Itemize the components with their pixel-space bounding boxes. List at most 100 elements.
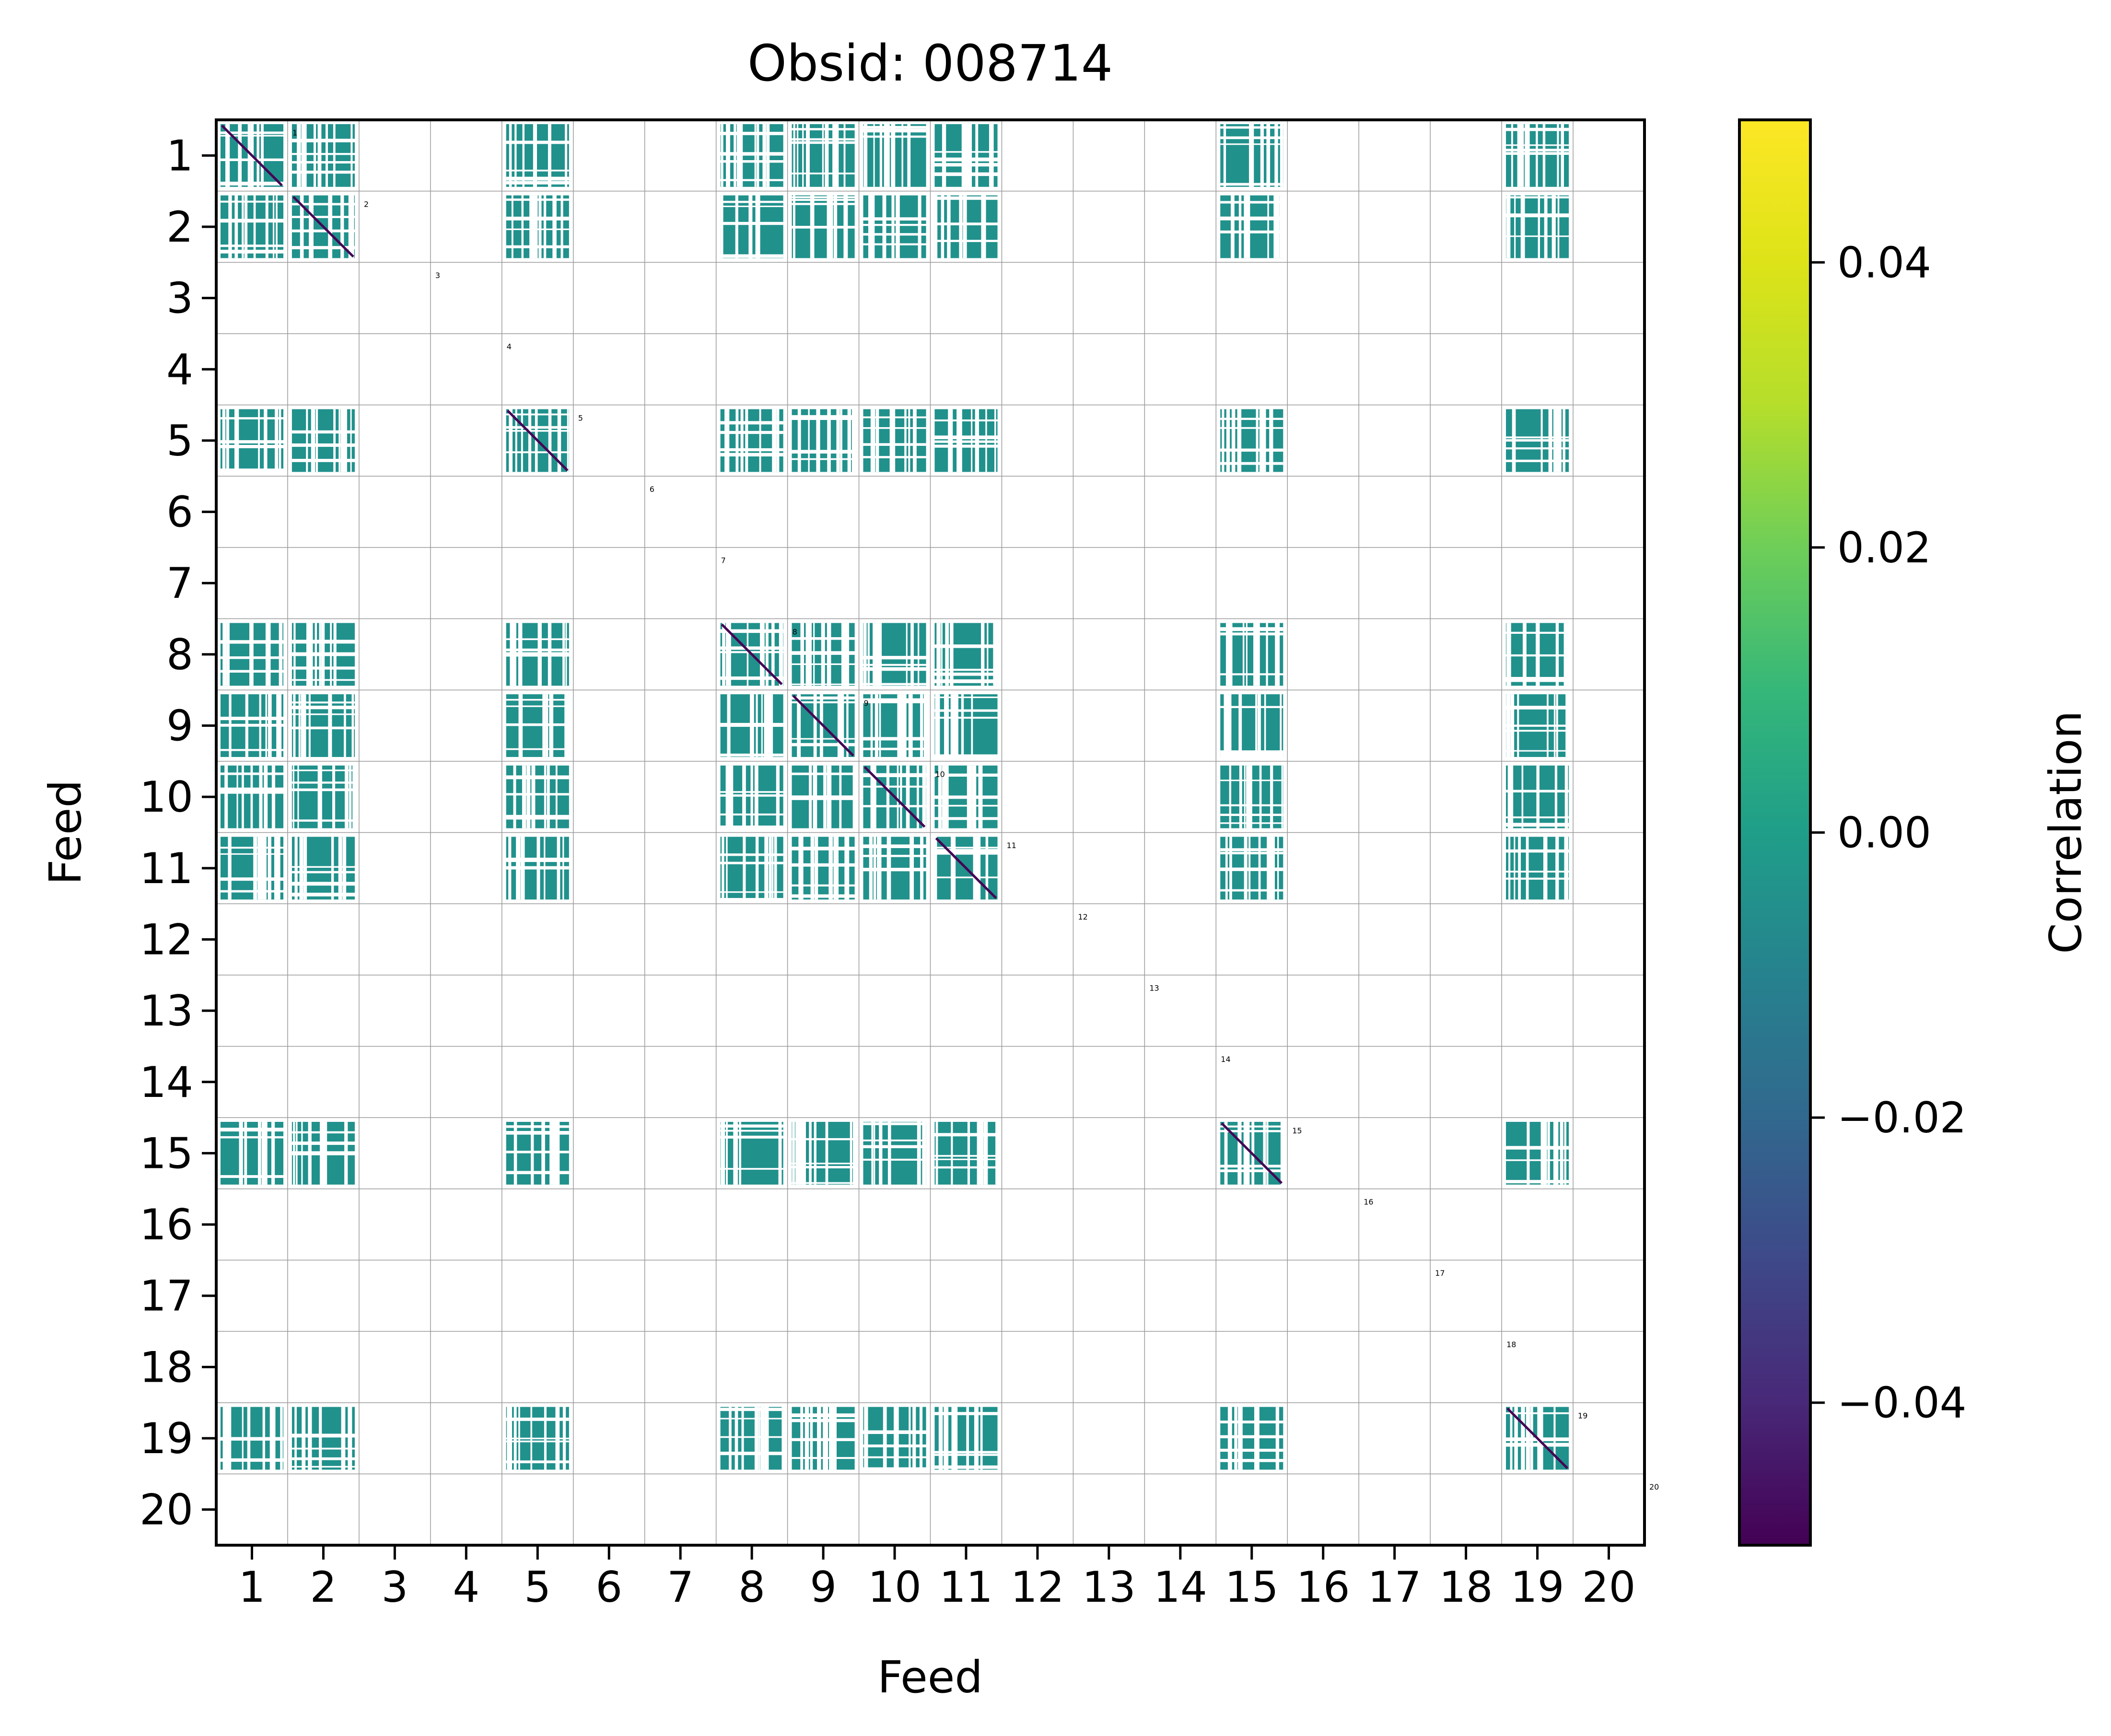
heatmap-cell <box>1506 765 1569 828</box>
masked-strip <box>506 705 569 707</box>
masked-strip <box>934 679 998 683</box>
heatmap-cell <box>506 765 569 828</box>
masked-strip <box>936 623 941 686</box>
masked-strip <box>228 195 232 258</box>
y-tick-label: 7 <box>166 559 193 608</box>
masked-strip <box>907 124 911 187</box>
masked-strip <box>869 195 873 258</box>
masked-strip <box>1247 195 1250 258</box>
masked-strip <box>836 409 840 472</box>
masked-strip <box>967 1122 970 1185</box>
diagonal-feed-tag: 9 <box>864 699 869 708</box>
masked-strip <box>506 169 569 172</box>
masked-strip <box>548 124 551 187</box>
masked-strip <box>220 772 284 775</box>
masked-strip <box>863 217 926 221</box>
heatmap-cell <box>934 1122 999 1185</box>
masked-strip <box>720 254 783 258</box>
masked-strip <box>1220 183 1283 186</box>
heatmap-cell <box>792 1407 855 1470</box>
diagonal-feed-tag: 6 <box>650 485 654 494</box>
masked-strip <box>792 683 855 685</box>
masked-strip <box>1220 230 1283 233</box>
masked-strip <box>303 837 307 900</box>
masked-strip <box>758 1407 760 1470</box>
masked-strip <box>990 124 994 187</box>
masked-strip <box>847 409 851 472</box>
masked-strip <box>515 409 517 472</box>
masked-strip <box>1564 837 1569 900</box>
masked-strip <box>1527 1122 1530 1185</box>
masked-strip <box>792 172 855 175</box>
masked-strip <box>220 1130 284 1131</box>
masked-strip <box>863 1145 926 1148</box>
masked-strip <box>534 124 537 187</box>
masked-strip <box>779 623 783 686</box>
masked-strip <box>1259 765 1262 828</box>
masked-strip <box>1269 409 1273 472</box>
masked-strip <box>765 623 769 686</box>
masked-strip <box>897 765 899 828</box>
masked-strip <box>746 623 749 686</box>
masked-strip <box>292 459 355 462</box>
x-tick-label: 2 <box>310 1562 337 1612</box>
masked-strip <box>1220 1421 1283 1423</box>
cell-fill <box>1506 1122 1569 1185</box>
y-tick-label: 13 <box>140 986 193 1036</box>
feed-gridlines <box>216 120 1644 1545</box>
masked-strip <box>805 124 810 187</box>
masked-strip <box>1506 459 1569 462</box>
masked-strip <box>1506 195 1511 258</box>
masked-strip <box>220 200 284 203</box>
masked-strip <box>344 694 346 757</box>
masked-strip <box>506 775 569 780</box>
masked-strip <box>292 139 355 142</box>
masked-strip <box>265 623 270 686</box>
masked-strip <box>851 409 856 472</box>
masked-strip <box>247 124 251 187</box>
masked-strip <box>328 694 330 757</box>
masked-strip <box>506 451 569 454</box>
masked-strip <box>506 652 569 655</box>
masked-strip <box>506 1417 569 1421</box>
heatmap-cell <box>1506 694 1570 757</box>
heatmap-cell <box>292 409 355 472</box>
masked-strip <box>938 1407 943 1470</box>
diagonal-mark <box>721 623 783 686</box>
masked-strip <box>257 124 259 187</box>
masked-strip <box>521 409 523 472</box>
colorbar-tick-label: 0.00 <box>1837 808 1931 858</box>
masked-strip <box>778 1122 782 1185</box>
masked-strip <box>317 124 321 187</box>
x-tick-label: 14 <box>1154 1562 1207 1612</box>
masked-strip <box>739 1122 741 1185</box>
masked-strip <box>342 837 347 900</box>
diagonal-feed-tag: 15 <box>1292 1126 1302 1135</box>
masked-strip <box>765 1407 769 1470</box>
masked-strip <box>835 124 839 187</box>
colorbar-tick-label: −0.02 <box>1837 1093 1967 1142</box>
masked-strip <box>1220 632 1283 636</box>
masked-strip <box>863 698 926 701</box>
masked-strip <box>978 837 981 900</box>
masked-strip <box>220 716 284 721</box>
masked-strip <box>870 765 874 828</box>
masked-strip <box>982 195 986 258</box>
masked-strip <box>912 1407 916 1470</box>
masked-strip <box>1266 124 1271 187</box>
heatmap-cell <box>1220 694 1283 758</box>
masked-strip <box>1220 804 1283 806</box>
masked-strip <box>220 723 284 725</box>
masked-strip <box>792 141 855 144</box>
masked-strip <box>720 898 783 900</box>
masked-strip <box>934 773 998 777</box>
masked-strip <box>1256 409 1259 472</box>
masked-strip <box>293 694 296 757</box>
masked-strip <box>317 765 320 828</box>
masked-strip <box>735 195 738 258</box>
masked-strip <box>292 203 355 206</box>
masked-strip <box>567 409 569 472</box>
masked-strip <box>720 629 783 633</box>
masked-strip <box>1555 623 1559 686</box>
masked-strip <box>1237 1122 1242 1185</box>
